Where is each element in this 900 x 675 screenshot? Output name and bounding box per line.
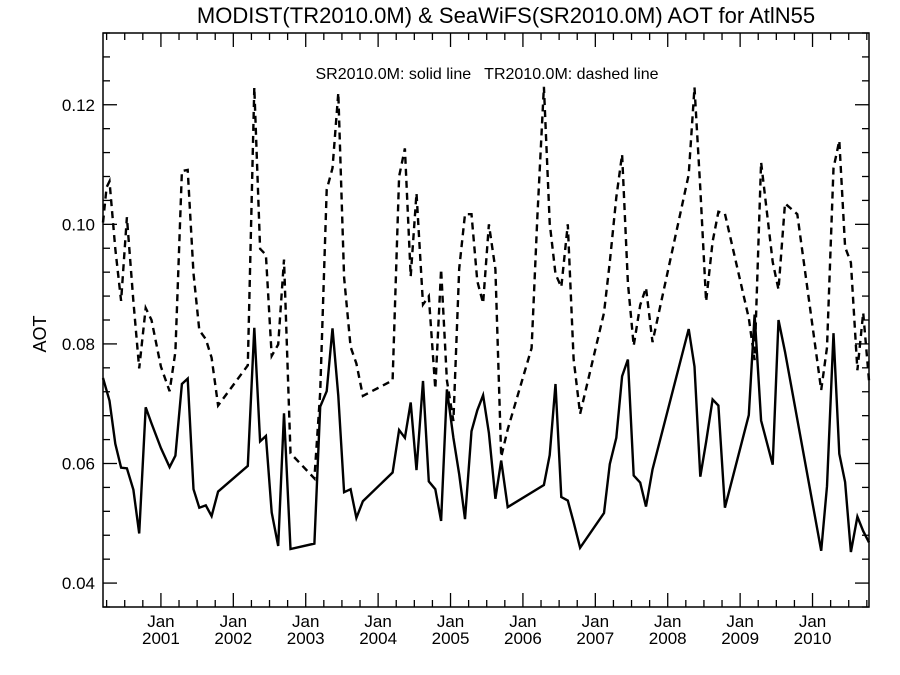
x-tick-month-label: Jan [582,612,609,631]
chart-title: MODIST(TR2010.0M) & SeaWiFS(SR2010.0M) A… [197,3,815,28]
x-tick-month-label: Jan [726,612,753,631]
series-line-tr2010-0m [101,86,871,482]
x-tick-month-label: Jan [292,612,319,631]
x-tick-month-label: Jan [654,612,681,631]
x-axis: Jan2001Jan2002Jan2003Jan2004Jan2005Jan20… [105,33,868,648]
y-tick-label: 0.04 [62,574,95,593]
x-tick-year-label: 2001 [142,629,180,648]
x-tick-month-label: Jan [220,612,247,631]
x-tick-year-label: 2009 [721,629,759,648]
x-tick-month-label: Jan [437,612,464,631]
series-layer [101,86,871,553]
x-tick-year-label: 2003 [287,629,325,648]
x-tick-year-label: 2002 [214,629,252,648]
x-tick-year-label: 2007 [576,629,614,648]
x-tick-month-label: Jan [147,612,174,631]
y-axis-title: AOT [30,315,50,352]
x-tick-year-label: 2004 [359,629,397,648]
legend-text: SR2010.0M: solid line TR2010.0M: dashed … [315,66,658,83]
series-line-sr2010-0m [101,314,871,553]
y-tick-label: 0.12 [62,96,95,115]
x-tick-month-label: Jan [509,612,536,631]
y-tick-label: 0.10 [62,215,95,234]
x-tick-year-label: 2005 [432,629,470,648]
x-tick-year-label: 2008 [649,629,687,648]
x-tick-year-label: 2010 [794,629,832,648]
x-tick-month-label: Jan [364,612,391,631]
x-tick-year-label: 2006 [504,629,542,648]
x-tick-month-label: Jan [799,612,826,631]
y-tick-label: 0.06 [62,455,95,474]
y-tick-label: 0.08 [62,335,95,354]
